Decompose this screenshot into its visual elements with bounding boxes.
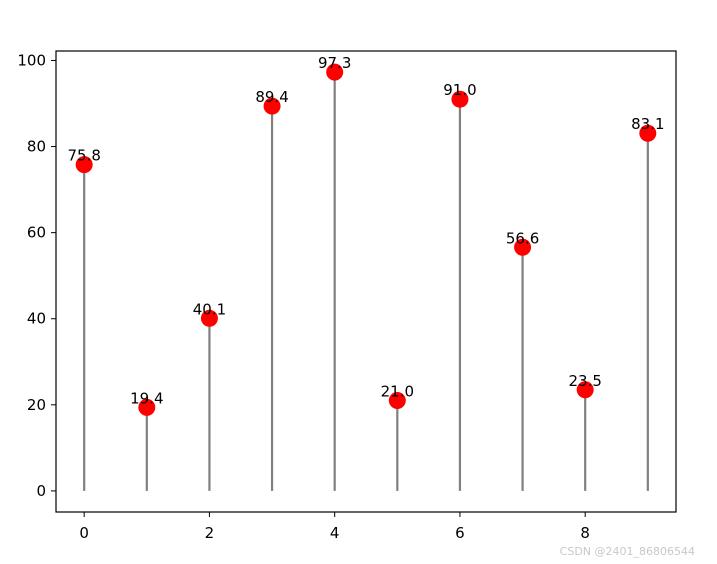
data-label: 56.6 <box>506 229 539 247</box>
y-tick-label: 0 <box>36 482 46 500</box>
data-label: 21.0 <box>381 383 414 401</box>
data-point <box>138 398 156 416</box>
y-tick-label: 100 <box>17 51 46 69</box>
y-tick-label: 20 <box>27 396 46 414</box>
data-point <box>639 124 657 142</box>
data-point <box>263 97 281 115</box>
data-point <box>451 90 469 108</box>
data-label: 97.3 <box>318 54 351 72</box>
watermark: CSDN @2401_86806544 <box>559 545 695 558</box>
x-tick-label: 2 <box>205 524 215 542</box>
y-tick-label: 40 <box>27 310 46 328</box>
x-axis-ticks: 0 2 4 6 8 <box>79 512 590 542</box>
data-label: 19.4 <box>130 389 163 407</box>
markers-layer <box>75 63 657 416</box>
data-label: 91.0 <box>443 81 476 99</box>
data-label: 83.1 <box>631 115 664 133</box>
data-point <box>388 392 406 410</box>
data-labels-layer: 75.8 19.4 40.1 89.4 97.3 21.0 91.0 56.6 23.5 83.1 <box>67 54 664 407</box>
data-point <box>326 63 344 81</box>
data-label: 40.1 <box>193 300 226 318</box>
data-point <box>75 156 93 174</box>
y-tick-label: 60 <box>27 224 46 242</box>
x-tick-label: 8 <box>580 524 590 542</box>
x-tick-label: 4 <box>330 524 340 542</box>
x-tick-label: 0 <box>79 524 89 542</box>
data-point <box>514 238 532 256</box>
y-axis-ticks: 0 20 40 60 80 100 <box>17 51 56 500</box>
data-label: 23.5 <box>568 372 601 390</box>
stems-layer <box>83 72 649 491</box>
x-tick-label: 6 <box>455 524 465 542</box>
data-label: 89.4 <box>255 88 288 106</box>
data-point <box>200 309 218 327</box>
plot-frame <box>55 50 677 513</box>
data-point <box>576 381 594 399</box>
data-label: 75.8 <box>67 147 100 165</box>
y-tick-label: 80 <box>27 138 46 156</box>
